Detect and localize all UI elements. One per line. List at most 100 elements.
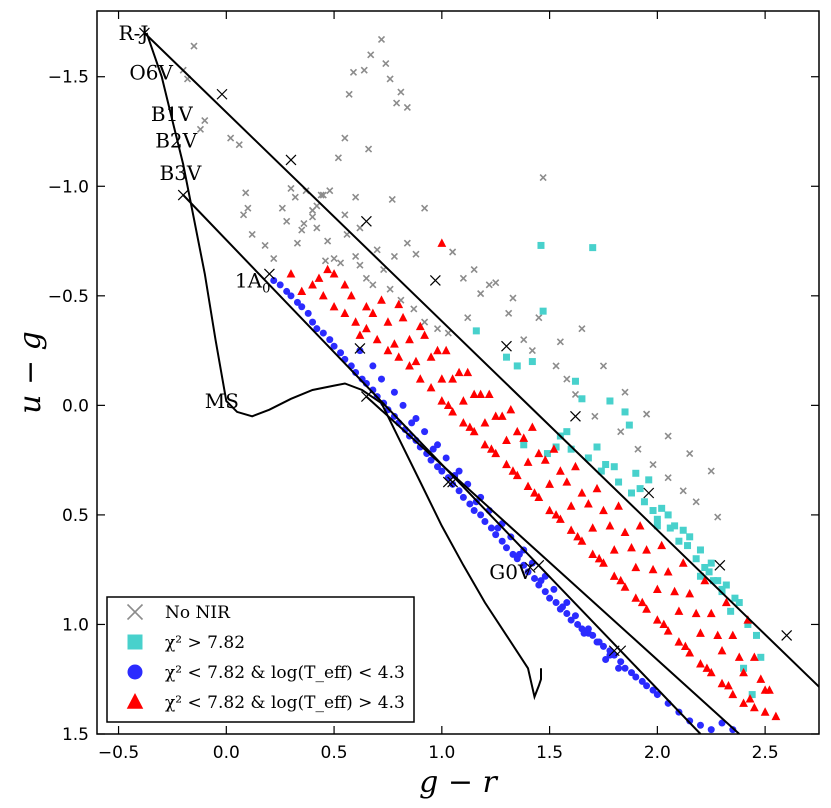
high_teff-point	[577, 536, 587, 545]
chi_high-point	[528, 358, 536, 366]
high_teff-point	[448, 374, 458, 383]
line-tick-mark	[524, 562, 536, 573]
chi_high-point	[722, 581, 730, 589]
chi_high-point	[578, 395, 586, 403]
x-tick-label: 2.0	[644, 743, 671, 763]
high_teff-point	[512, 426, 522, 436]
low_teff-point	[455, 487, 463, 495]
low_teff-point	[696, 721, 704, 729]
no_nir-point	[345, 90, 353, 98]
low_teff-point	[515, 550, 523, 558]
high_teff-point	[631, 593, 641, 602]
no_nir-point	[505, 309, 513, 317]
chi_high-point	[640, 498, 648, 506]
chi_high-point	[636, 485, 644, 493]
low_teff-point	[563, 599, 571, 607]
no_nir-point	[643, 410, 651, 418]
chi_high-point	[513, 362, 521, 370]
high_teff-point	[523, 481, 533, 491]
high_teff-point	[571, 461, 580, 471]
low_teff-point	[589, 631, 597, 639]
low_teff-point	[412, 415, 420, 423]
low_teff-point	[390, 388, 398, 396]
y-tick-label: −0.5	[48, 287, 89, 307]
high_teff-point	[637, 597, 647, 607]
low_teff-point	[356, 347, 364, 355]
x-tick-label: 2.5	[752, 743, 779, 763]
no_nir-point	[433, 325, 442, 333]
line-tick-mark	[429, 275, 441, 286]
high_teff-point	[297, 286, 307, 296]
no_nir-point	[403, 239, 411, 247]
high_teff-point	[620, 527, 630, 537]
no_nir-point	[324, 237, 332, 245]
series-no_nir	[179, 35, 722, 521]
high_teff-point	[680, 641, 690, 650]
no_nir-point	[459, 274, 467, 282]
chi_high-point	[675, 537, 683, 545]
high_teff-point	[728, 630, 738, 640]
legend-label-low_teff: χ² < 7.82 & log(T_eff) < 4.3	[165, 663, 405, 683]
high_teff-point	[458, 396, 468, 405]
high_teff-point	[340, 280, 350, 289]
no_nir-point	[360, 66, 368, 74]
high_teff-point	[642, 545, 651, 554]
low_teff-point	[643, 682, 651, 690]
chi_high-point	[686, 533, 694, 541]
low_teff-point	[377, 375, 385, 383]
no_nir-point	[444, 329, 452, 337]
high_teff-point	[592, 483, 602, 493]
high_teff-point	[323, 264, 333, 274]
chi_high-point	[606, 397, 614, 405]
no_nir-point	[261, 241, 269, 249]
low_teff-point	[293, 298, 301, 306]
chi_high-point	[563, 428, 571, 436]
low_teff-point	[481, 517, 489, 525]
high_teff-point	[415, 374, 425, 383]
high_teff-point	[286, 269, 296, 278]
chi_high-point	[692, 555, 700, 563]
high_teff-point	[685, 648, 695, 657]
high_teff-point	[465, 422, 475, 431]
chi_high-point	[664, 511, 672, 519]
chi_high-point	[645, 476, 653, 484]
high_teff-point	[620, 582, 630, 591]
no_nir-point	[528, 347, 536, 355]
high_teff-point	[756, 674, 766, 683]
high_teff-point	[642, 604, 651, 613]
no_nir-point	[362, 274, 370, 282]
low_teff-point	[502, 544, 510, 552]
low_teff-point	[621, 664, 629, 672]
high_teff-point	[437, 374, 447, 383]
low_teff-point	[313, 325, 321, 333]
x-tick-label: 1.0	[428, 743, 455, 763]
no_nir-point	[382, 60, 390, 68]
no_nir-point	[477, 290, 485, 298]
high_teff-point	[577, 488, 587, 497]
high_teff-point	[588, 549, 598, 558]
low_teff-point	[546, 594, 554, 602]
low_teff-point	[617, 658, 625, 666]
low_teff-point	[638, 677, 646, 685]
high_teff-point	[480, 418, 490, 427]
no_nir-point	[390, 252, 398, 260]
low_teff-point	[718, 719, 726, 727]
line-tick-mark	[285, 154, 297, 166]
high_teff-point	[508, 466, 518, 475]
annotation-label: B1V	[151, 102, 193, 126]
low_teff-point	[309, 318, 317, 326]
high_teff-point	[506, 404, 516, 414]
chi_high-point	[602, 461, 610, 469]
chi_high-point	[727, 607, 735, 615]
legend-label-chi_high: χ² > 7.82	[165, 633, 245, 653]
low_teff-point	[541, 588, 549, 596]
no_nir-point	[283, 217, 291, 225]
chi_high-point	[539, 307, 547, 315]
low_teff-point	[326, 336, 334, 344]
high_teff-point	[383, 317, 393, 326]
no_nir-point	[334, 154, 342, 162]
chi_high-point	[707, 559, 715, 567]
high_teff-point	[534, 448, 544, 458]
high_teff-point	[760, 707, 770, 716]
no_nir-point	[341, 211, 349, 219]
